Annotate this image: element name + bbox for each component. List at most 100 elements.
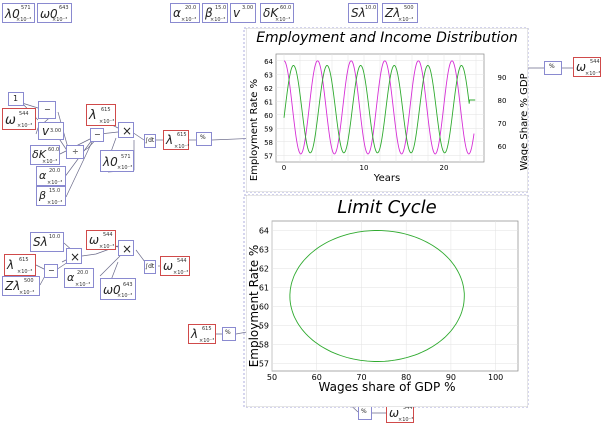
- var-mult: ×10⁻³: [17, 269, 33, 275]
- chart-xlabel: Years: [373, 173, 400, 184]
- var-lambda0-node[interactable]: λ0 571 ×10⁻³: [100, 150, 134, 172]
- multiply-op-3[interactable]: ×: [118, 240, 134, 256]
- var-label: Zλ: [385, 6, 401, 20]
- const-label: 1: [13, 94, 19, 103]
- var-value: 615: [101, 107, 111, 113]
- var-mult: ×10⁻³: [52, 17, 68, 23]
- var-omega0-node[interactable]: ω0 643 ×10⁻³: [100, 278, 136, 300]
- var-deltak[interactable]: δK 60.0 ×10⁻³: [260, 3, 294, 23]
- y2-tick-label: 60: [498, 143, 507, 151]
- var-beta-node[interactable]: β 15.0 ×10⁻³: [36, 186, 66, 206]
- var-label: ω: [576, 60, 587, 74]
- y-tick-label: 58: [259, 340, 269, 349]
- var-label: λ: [7, 258, 15, 272]
- var-omega-bottom[interactable]: ω 544 ×10⁻³: [386, 403, 414, 423]
- limit-cycle-orbit: [289, 230, 465, 362]
- var-s-lambda[interactable]: Sλ 10.0: [348, 3, 378, 23]
- var-value: 10.0: [49, 234, 61, 240]
- var-value: 544: [103, 232, 113, 238]
- x-tick-label: 80: [401, 373, 411, 382]
- percent-op-4[interactable]: %: [358, 406, 372, 420]
- chart-lines: [289, 230, 465, 362]
- var-label: λ0: [5, 7, 20, 21]
- var-value: 615: [19, 257, 29, 263]
- var-lambda-node-2[interactable]: λ 615 ×10⁻³: [4, 254, 36, 276]
- var-lambda-out[interactable]: λ 615 ×10⁻³: [163, 130, 189, 150]
- chart-title: Limit Cycle: [337, 197, 437, 218]
- var-omega-out[interactable]: ω 544 ×10⁻³: [160, 256, 190, 276]
- var-label: Zλ: [5, 279, 21, 293]
- percent-op-2[interactable]: %: [544, 61, 562, 75]
- y-tick-label: 63: [264, 71, 273, 79]
- var-label: δK: [263, 6, 279, 20]
- var-value: 60.0: [48, 147, 60, 153]
- var-label: ω: [89, 233, 100, 247]
- var-beta[interactable]: β 15.0 ×10⁻³: [202, 3, 228, 23]
- var-lambda0[interactable]: λ0 571 ×10⁻³: [2, 3, 35, 23]
- var-label: β: [205, 6, 213, 20]
- y-tick-label: 61: [259, 283, 269, 292]
- var-omega-right[interactable]: ω 544 ×10⁻³: [573, 57, 601, 77]
- integrate-op-2[interactable]: ∫dt: [144, 260, 156, 274]
- chart-grid: [271, 220, 519, 372]
- series-line-employment: [283, 60, 475, 155]
- var-mult: ×10⁻³: [398, 17, 414, 23]
- var-lambda-node[interactable]: λ 615 ×10⁻³: [86, 104, 116, 126]
- y-tick-label: 64: [259, 226, 269, 235]
- op-label: −: [48, 266, 55, 275]
- var-mult: ×10⁻³: [16, 17, 32, 23]
- var-label: α: [67, 271, 75, 284]
- var-omega0[interactable]: ω0 643 ×10⁻³: [37, 3, 72, 23]
- y-tick-label: 59: [259, 321, 269, 330]
- y-tick-label: 57: [264, 152, 273, 160]
- minus-op[interactable]: −: [38, 101, 56, 119]
- y-tick-label: 63: [259, 245, 269, 254]
- var-z-node[interactable]: Zλ 500 ×10⁻³: [2, 276, 40, 296]
- var-mult: ×10⁻³: [275, 17, 291, 23]
- x-tick-label: 60: [312, 373, 322, 382]
- var-label: ω: [389, 406, 400, 420]
- chart-xlabel: Wages share of GDP %: [319, 380, 456, 394]
- var-v-node[interactable]: v 3.00: [38, 122, 64, 140]
- op-label: ×: [122, 124, 133, 138]
- var-label: λ0: [103, 155, 118, 169]
- y-tick-label: 59: [264, 125, 273, 133]
- divide-op[interactable]: ÷: [66, 145, 84, 159]
- const-one[interactable]: 1: [8, 92, 24, 106]
- var-omega[interactable]: ω 544 ×10⁻³: [2, 108, 36, 130]
- var-mult: ×10⁻³: [174, 144, 190, 150]
- multiply-op-2[interactable]: ×: [66, 248, 82, 264]
- var-label: ω: [5, 113, 16, 128]
- var-alpha-node[interactable]: α 20.0 ×10⁻³: [36, 166, 66, 186]
- var-value: 643: [59, 5, 69, 11]
- minus-op-2[interactable]: −: [90, 128, 104, 142]
- var-alpha-node-2[interactable]: α 20.0 ×10⁻³: [64, 268, 94, 288]
- var-value: 3.00: [50, 128, 62, 134]
- var-omega-node-2[interactable]: ω 544 ×10⁻³: [86, 230, 116, 250]
- var-label: λ: [89, 108, 97, 123]
- integrate-op[interactable]: ∫dt: [144, 134, 156, 148]
- x-tick-label: 50: [267, 373, 277, 382]
- y-tick-label: 60: [259, 302, 269, 311]
- op-label: ×: [70, 250, 81, 264]
- y-tick-label: 61: [264, 98, 273, 106]
- percent-op-1[interactable]: %: [196, 132, 212, 146]
- var-mult: ×10⁻³: [199, 338, 215, 344]
- var-value: 544: [403, 405, 413, 411]
- var-lambda-left[interactable]: λ 615 ×10⁻³: [188, 324, 216, 344]
- var-alpha[interactable]: α 20.0 ×10⁻³: [170, 3, 200, 23]
- percent-op-3[interactable]: %: [222, 327, 236, 341]
- var-deltak-node[interactable]: δK 60.0 ×10⁻³: [30, 145, 60, 165]
- minus-op-3[interactable]: −: [44, 264, 58, 278]
- var-mult: ×10⁻³: [585, 71, 601, 77]
- var-z-lambda[interactable]: Zλ 500 ×10⁻³: [382, 3, 418, 23]
- var-value: 15.0: [49, 188, 61, 194]
- y2-tick-label: 90: [498, 74, 507, 82]
- var-mult: ×10⁻³: [173, 270, 189, 276]
- var-value: 500: [404, 5, 414, 11]
- var-mult: ×10⁻³: [210, 17, 226, 23]
- var-label: λ: [191, 327, 199, 341]
- var-s-node[interactable]: Sλ 10.0: [30, 232, 64, 252]
- var-v[interactable]: v 3.00: [230, 3, 256, 23]
- multiply-op[interactable]: ×: [118, 122, 134, 138]
